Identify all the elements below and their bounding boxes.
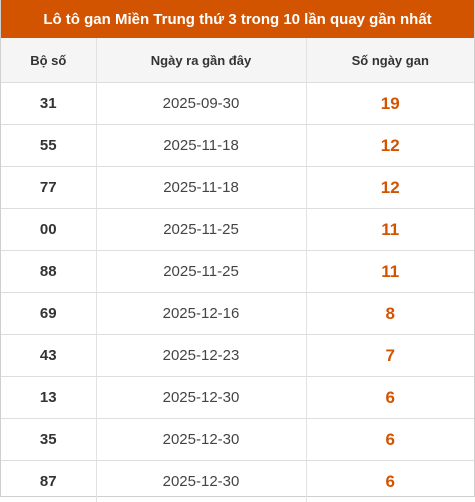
table-row: 69 2025-12-16 8: [1, 293, 474, 335]
cell-gan-days: 6: [306, 377, 474, 419]
cell-gan-days: 12: [306, 167, 474, 209]
cell-number: 35: [1, 419, 96, 461]
page-title: Lô tô gan Miền Trung thứ 3 trong 10 lần …: [43, 11, 431, 28]
cell-date: 2025-11-25: [96, 251, 306, 293]
cell-date: 2025-11-18: [96, 125, 306, 167]
cell-gan-days: 6: [306, 461, 474, 502]
cell-date: 2025-12-16: [96, 293, 306, 335]
table-row: 55 2025-11-18 12: [1, 125, 474, 167]
table-row: 87 2025-12-30 6: [1, 461, 474, 502]
cell-gan-days: 11: [306, 251, 474, 293]
cell-number: 69: [1, 293, 96, 335]
cell-number: 55: [1, 125, 96, 167]
table-row: 13 2025-12-30 6: [1, 377, 474, 419]
cell-date: 2025-11-18: [96, 167, 306, 209]
table-row: 43 2025-12-23 7: [1, 335, 474, 377]
cell-number: 87: [1, 461, 96, 502]
cell-gan-days: 8: [306, 293, 474, 335]
cell-number: 31: [1, 83, 96, 125]
table-row: 35 2025-12-30 6: [1, 419, 474, 461]
table-header-row: Bộ số Ngày ra gần đây Số ngày gan: [1, 38, 474, 83]
cell-date: 2025-11-25: [96, 209, 306, 251]
cell-gan-days: 6: [306, 419, 474, 461]
table-row: 88 2025-11-25 11: [1, 251, 474, 293]
title-bar: Lô tô gan Miền Trung thứ 3 trong 10 lần …: [1, 0, 474, 38]
cell-gan-days: 11: [306, 209, 474, 251]
cell-gan-days: 7: [306, 335, 474, 377]
table-row: 77 2025-11-18 12: [1, 167, 474, 209]
cell-gan-days: 19: [306, 83, 474, 125]
cell-date: 2025-12-30: [96, 461, 306, 502]
cell-number: 88: [1, 251, 96, 293]
cell-date: 2025-12-30: [96, 377, 306, 419]
cell-number: 43: [1, 335, 96, 377]
table-row: 31 2025-09-30 19: [1, 83, 474, 125]
cell-date: 2025-12-30: [96, 419, 306, 461]
cell-date: 2025-09-30: [96, 83, 306, 125]
lo-gan-table: Bộ số Ngày ra gần đây Số ngày gan 31 202…: [1, 38, 474, 502]
column-header-gan-days: Số ngày gan: [306, 38, 474, 83]
cell-number: 00: [1, 209, 96, 251]
cell-number: 77: [1, 167, 96, 209]
cell-gan-days: 12: [306, 125, 474, 167]
column-header-date: Ngày ra gần đây: [96, 38, 306, 83]
table-row: 00 2025-11-25 11: [1, 209, 474, 251]
column-header-number: Bộ số: [1, 38, 96, 83]
cell-date: 2025-12-23: [96, 335, 306, 377]
cell-number: 13: [1, 377, 96, 419]
